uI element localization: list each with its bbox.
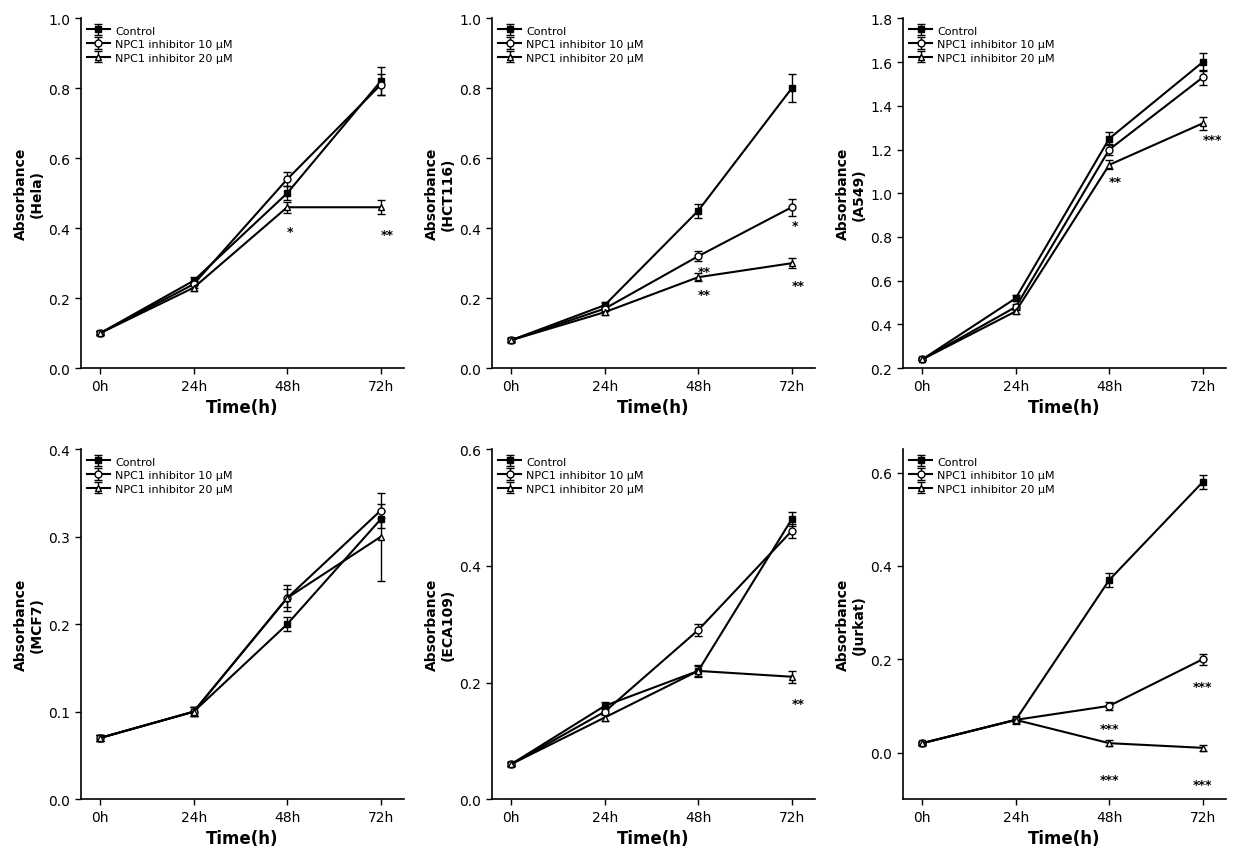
X-axis label: Time(h): Time(h) <box>206 829 279 847</box>
Text: **: ** <box>791 697 805 710</box>
Legend: Control, NPC1 inhibitor 10 μM, NPC1 inhibitor 20 μM: Control, NPC1 inhibitor 10 μM, NPC1 inhi… <box>909 25 1056 65</box>
Text: ***: *** <box>1193 680 1213 693</box>
Text: ***: *** <box>1100 773 1118 787</box>
Text: **: ** <box>1110 176 1122 189</box>
Y-axis label: Absorbance
(A549): Absorbance (A549) <box>836 148 866 240</box>
Legend: Control, NPC1 inhibitor 10 μM, NPC1 inhibitor 20 μM: Control, NPC1 inhibitor 10 μM, NPC1 inhi… <box>497 455 645 495</box>
X-axis label: Time(h): Time(h) <box>1028 829 1101 847</box>
Legend: Control, NPC1 inhibitor 10 μM, NPC1 inhibitor 20 μM: Control, NPC1 inhibitor 10 μM, NPC1 inhi… <box>87 455 234 495</box>
Text: **: ** <box>381 229 393 242</box>
Text: ***: *** <box>1100 722 1118 735</box>
Text: ***: *** <box>1193 778 1213 791</box>
X-axis label: Time(h): Time(h) <box>618 829 689 847</box>
X-axis label: Time(h): Time(h) <box>206 399 279 417</box>
Text: **: ** <box>791 280 805 293</box>
Legend: Control, NPC1 inhibitor 10 μM, NPC1 inhibitor 20 μM: Control, NPC1 inhibitor 10 μM, NPC1 inhi… <box>497 25 645 65</box>
Legend: Control, NPC1 inhibitor 10 μM, NPC1 inhibitor 20 μM: Control, NPC1 inhibitor 10 μM, NPC1 inhi… <box>87 25 234 65</box>
X-axis label: Time(h): Time(h) <box>1028 399 1101 417</box>
Text: **: ** <box>698 289 712 302</box>
Y-axis label: Absorbance
(Jurkat): Absorbance (Jurkat) <box>836 579 867 671</box>
Y-axis label: Absorbance
(ECA109): Absorbance (ECA109) <box>425 579 455 671</box>
Text: **: ** <box>698 266 712 279</box>
Text: ***: *** <box>1203 134 1223 147</box>
Legend: Control, NPC1 inhibitor 10 μM, NPC1 inhibitor 20 μM: Control, NPC1 inhibitor 10 μM, NPC1 inhi… <box>909 455 1056 495</box>
Text: *: * <box>791 220 799 233</box>
X-axis label: Time(h): Time(h) <box>618 399 689 417</box>
Text: *: * <box>288 226 294 238</box>
Y-axis label: Absorbance
(HCT116): Absorbance (HCT116) <box>425 148 455 240</box>
Y-axis label: Absorbance
(Hela): Absorbance (Hela) <box>14 148 45 240</box>
Y-axis label: Absorbance
(MCF7): Absorbance (MCF7) <box>14 579 45 671</box>
